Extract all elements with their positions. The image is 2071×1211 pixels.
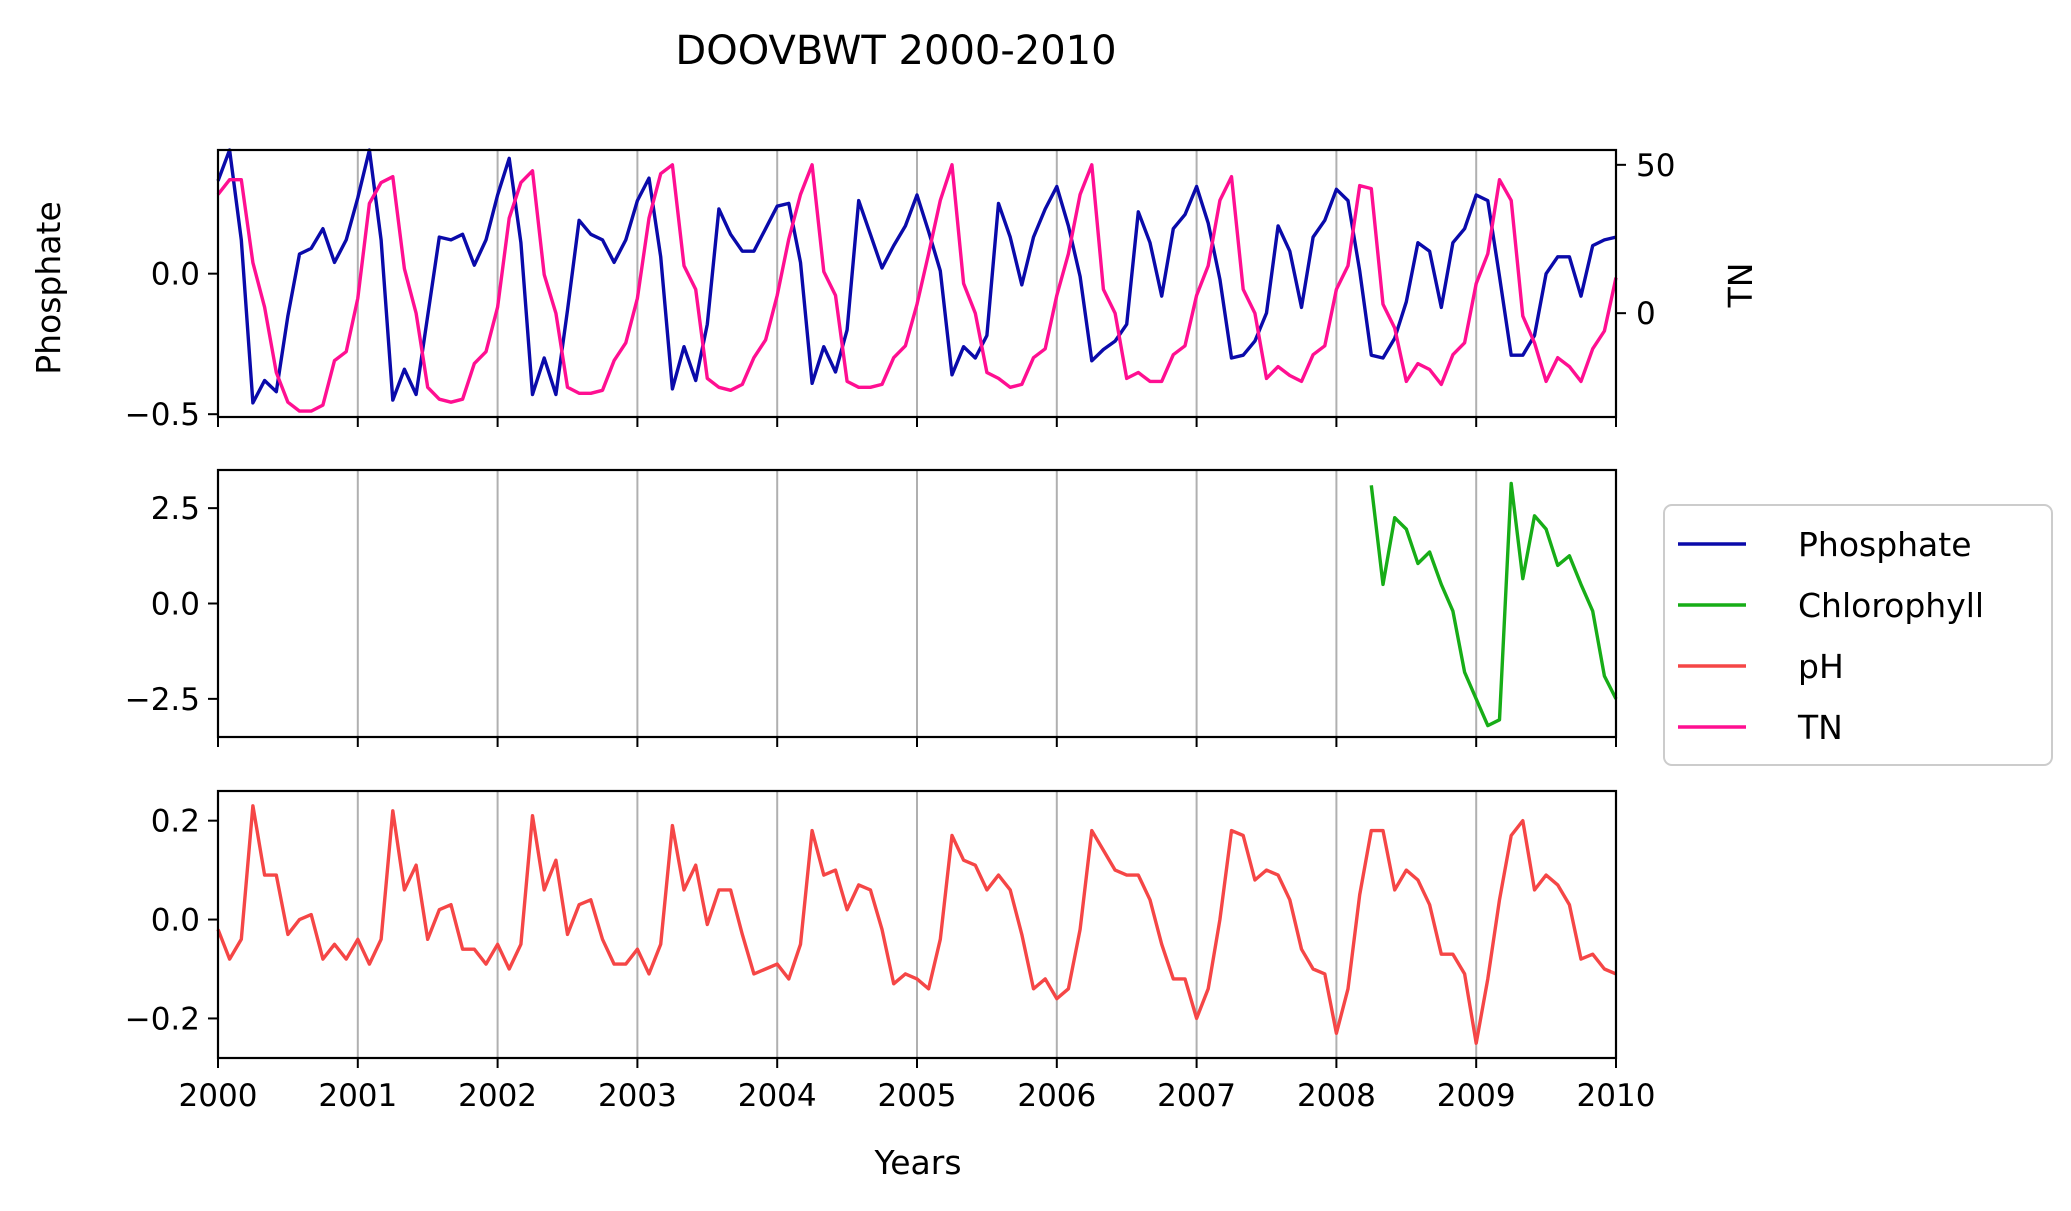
series-line-ph	[216, 804, 1617, 1045]
right-y-tick-label: 50	[1636, 148, 1675, 184]
x-tick-label-2002: 2002	[458, 1078, 537, 1114]
right-y-tick-label: 0	[1636, 296, 1656, 332]
y-tick-label: 0.2	[151, 804, 200, 840]
x-tick-label-2003: 2003	[598, 1078, 677, 1114]
y-tick-label: 2.5	[151, 491, 200, 527]
x-tick-label-2005: 2005	[878, 1078, 957, 1114]
chlorophyll-panel: 2.5 0.0 −2.5	[125, 468, 1618, 747]
y-tick-label: −0.5	[125, 397, 200, 433]
x-tick-label-2006: 2006	[1017, 1078, 1096, 1114]
x-axis-ticks: 2000 2001 2002 2003 2004 2005 2006 2007 2008 2009…	[179, 1078, 1656, 1114]
series-line-tn	[216, 163, 1618, 413]
legend: Phosphate Chlorophyll pH TN	[1663, 504, 2053, 766]
x-axis-title: Years	[873, 1143, 961, 1182]
x-tick-label-2009: 2009	[1437, 1078, 1516, 1114]
y-tick-label: 0.0	[151, 587, 200, 623]
x-tick-label-2004: 2004	[738, 1078, 817, 1114]
series-line-chlorophyll	[1369, 481, 1618, 728]
phosphate-tn-panel: 0.0 −0.5 50 0	[125, 148, 1676, 433]
y-tick-label: −0.2	[125, 1001, 200, 1037]
legend-label-chlorophyll: Chlorophyll	[1798, 586, 1984, 625]
x-tick-label-2000: 2000	[179, 1078, 258, 1114]
x-tick-label-2001: 2001	[318, 1078, 397, 1114]
chart-title: DOOVBWT 2000-2010	[675, 28, 1116, 74]
x-tick-label-2010: 2010	[1577, 1078, 1656, 1114]
y-tick-label: 0.0	[151, 903, 200, 939]
legend-label-tn: TN	[1797, 708, 1843, 747]
x-tick-label-2008: 2008	[1297, 1078, 1376, 1114]
tn-axis-title: TN	[1721, 263, 1760, 309]
y-tick-label: −2.5	[125, 682, 200, 718]
x-tick-label-2007: 2007	[1157, 1078, 1236, 1114]
phosphate-axis-title: Phosphate	[29, 201, 68, 375]
legend-label-ph: pH	[1798, 647, 1844, 686]
ph-panel: 0.2 0.0 −0.2	[125, 789, 1618, 1068]
legend-label-phosphate: Phosphate	[1798, 525, 1972, 564]
y-tick-label: 0.0	[151, 257, 200, 293]
legend-box	[1663, 504, 2053, 766]
series-line-phosphate	[216, 148, 1617, 405]
